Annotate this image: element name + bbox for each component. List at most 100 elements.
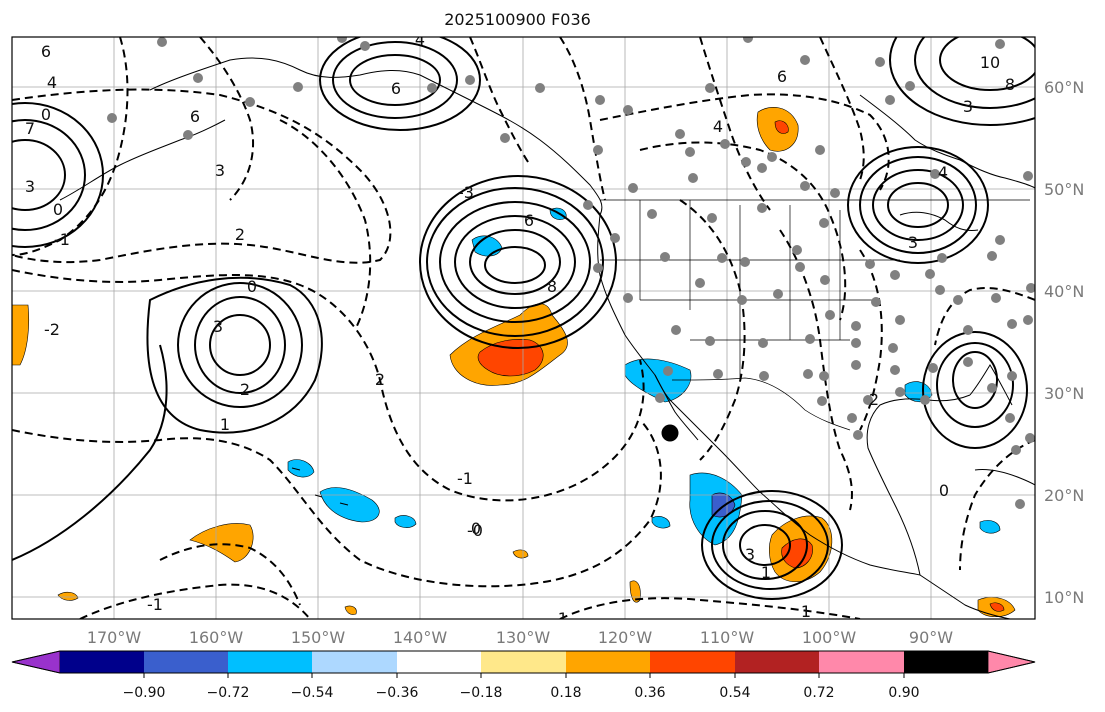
contour-label: 8 bbox=[1005, 75, 1015, 94]
contour-west-4 bbox=[146, 276, 323, 434]
coast-mexico-west bbox=[671, 401, 921, 576]
colorbar-left-arrow bbox=[11, 650, 61, 674]
map-frame bbox=[11, 36, 1036, 620]
lat-label-30n: 30°N bbox=[1044, 384, 1084, 403]
contour-label: 2 bbox=[869, 390, 879, 409]
contour-label: 2 bbox=[240, 380, 250, 399]
contour-low-center-6 bbox=[419, 175, 617, 349]
coast-florida bbox=[969, 364, 1013, 406]
colorbar-segment bbox=[735, 651, 819, 673]
contour-label: 3 bbox=[745, 545, 755, 564]
dash-contour-15 bbox=[559, 37, 606, 201]
lon-label-110w: 110°W bbox=[700, 628, 755, 647]
shade-orange-small1 bbox=[512, 549, 529, 559]
contour-label: 3 bbox=[908, 233, 918, 252]
contour-mx-3 bbox=[711, 500, 829, 590]
lon-label-120w: 120°W bbox=[598, 628, 653, 647]
contour-label: -2 bbox=[44, 320, 60, 339]
gridlines bbox=[12, 37, 1035, 619]
colorbar-label: 0.72 bbox=[803, 685, 834, 701]
dash-contour-4 bbox=[79, 583, 311, 619]
dash-contour-17 bbox=[819, 37, 865, 181]
contour-nw-1 bbox=[349, 54, 441, 106]
contour-ne-4 bbox=[847, 146, 989, 264]
contour-low-center-2 bbox=[469, 229, 561, 295]
contour-west-1 bbox=[209, 314, 271, 376]
contour-label: 6 bbox=[524, 211, 534, 230]
shade-blue-midpac bbox=[319, 487, 380, 523]
dash-contour-10 bbox=[859, 249, 883, 431]
contour-label: 0 bbox=[53, 200, 63, 219]
colorbar-label: 0.90 bbox=[888, 685, 919, 701]
dash-contour-20 bbox=[159, 543, 301, 606]
lat-label-10n: 10°N bbox=[1044, 588, 1084, 607]
colorbar-segment bbox=[566, 651, 650, 673]
contour-label: -0 bbox=[467, 521, 483, 540]
contour-far-ne-1 bbox=[939, 37, 1035, 91]
shade-red-carib bbox=[989, 602, 1005, 612]
dash-contour-8 bbox=[679, 199, 746, 461]
colorbar-segment bbox=[397, 651, 481, 673]
lon-label-130w: 130°W bbox=[496, 628, 551, 647]
colorbar-outline bbox=[11, 650, 1036, 674]
contour-label: 1 bbox=[220, 415, 230, 434]
coastlines bbox=[59, 57, 1035, 619]
contour-label: -1 bbox=[552, 609, 568, 628]
colorbar-segment bbox=[819, 651, 904, 673]
colorbar-right-arrow bbox=[987, 650, 1036, 674]
contour-label: -3 bbox=[458, 183, 474, 202]
coast-cuba bbox=[974, 469, 1035, 486]
coast-hudson bbox=[859, 94, 1035, 189]
shade-orange-small4 bbox=[344, 605, 357, 615]
contour-label: 1 bbox=[801, 602, 811, 621]
contour-label: 6 bbox=[777, 67, 787, 86]
colorbar-label: −0.36 bbox=[376, 685, 419, 701]
dash-contour-2 bbox=[12, 269, 645, 502]
contour-low-center-3 bbox=[454, 215, 576, 309]
colorbar-segment bbox=[481, 651, 566, 673]
dash-contour-3 bbox=[12, 419, 662, 588]
contour-se-3 bbox=[922, 331, 1028, 449]
contour-label: -1 bbox=[54, 230, 70, 249]
shade-red-canada bbox=[774, 120, 789, 134]
contour-far-ne-3 bbox=[889, 37, 1035, 126]
longitude-labels: 170°W 160°W 150°W 140°W 130°W 120°W 110°… bbox=[87, 628, 953, 647]
lon-label-140w: 140°W bbox=[393, 628, 448, 647]
contour-se-1 bbox=[952, 351, 998, 409]
contour-west-open bbox=[12, 344, 168, 561]
dash-contour-7 bbox=[639, 141, 847, 321]
colorbar-label: 0.36 bbox=[634, 685, 665, 701]
contour-nw-3 bbox=[319, 37, 481, 131]
colorbar: −0.90 −0.72 −0.54 −0.36 −0.18 0.18 0.36 … bbox=[11, 650, 1036, 701]
contour-label: 3 bbox=[963, 97, 973, 116]
contour-low-center-4 bbox=[439, 201, 591, 323]
shade-blue-smallcar bbox=[979, 520, 1001, 534]
colorbar-segment bbox=[650, 651, 735, 673]
contour-label: 4 bbox=[47, 73, 57, 92]
lat-label-40n: 40°N bbox=[1044, 282, 1084, 301]
contour-ne-3 bbox=[859, 156, 977, 254]
dash-contour-16 bbox=[699, 37, 771, 211]
contour-label: 4 bbox=[415, 30, 425, 49]
contour-far-w-3 bbox=[12, 102, 104, 248]
colorbar-ticks bbox=[143, 673, 905, 678]
lon-label-160w: 160°W bbox=[189, 628, 244, 647]
colorbar-segment bbox=[228, 651, 312, 673]
coast-gulf bbox=[866, 394, 971, 576]
contour-label: -1 bbox=[457, 469, 473, 488]
contour-label: 2 bbox=[235, 225, 245, 244]
contour-mx-1 bbox=[739, 524, 791, 566]
dash-contour-14 bbox=[469, 37, 531, 166]
dashed-contours bbox=[12, 37, 1035, 619]
contour-label: 6 bbox=[41, 42, 51, 61]
colorbar-label: −0.90 bbox=[123, 685, 166, 701]
lon-label-170w: 170°W bbox=[87, 628, 142, 647]
dash-contour-5 bbox=[559, 597, 861, 619]
coast-baja bbox=[654, 374, 699, 441]
colorbar-label: −0.18 bbox=[460, 685, 503, 701]
solid-contours bbox=[12, 37, 1035, 600]
lon-label-90w: 90°W bbox=[909, 628, 953, 647]
shade-orange-small2 bbox=[57, 591, 79, 601]
contour-labels: 6 4 0 7 3 6 0 3 -1 2 -2 0 3 2 -1 1 6 4 -… bbox=[25, 30, 1015, 628]
colorbar-label: 0.18 bbox=[550, 685, 581, 701]
